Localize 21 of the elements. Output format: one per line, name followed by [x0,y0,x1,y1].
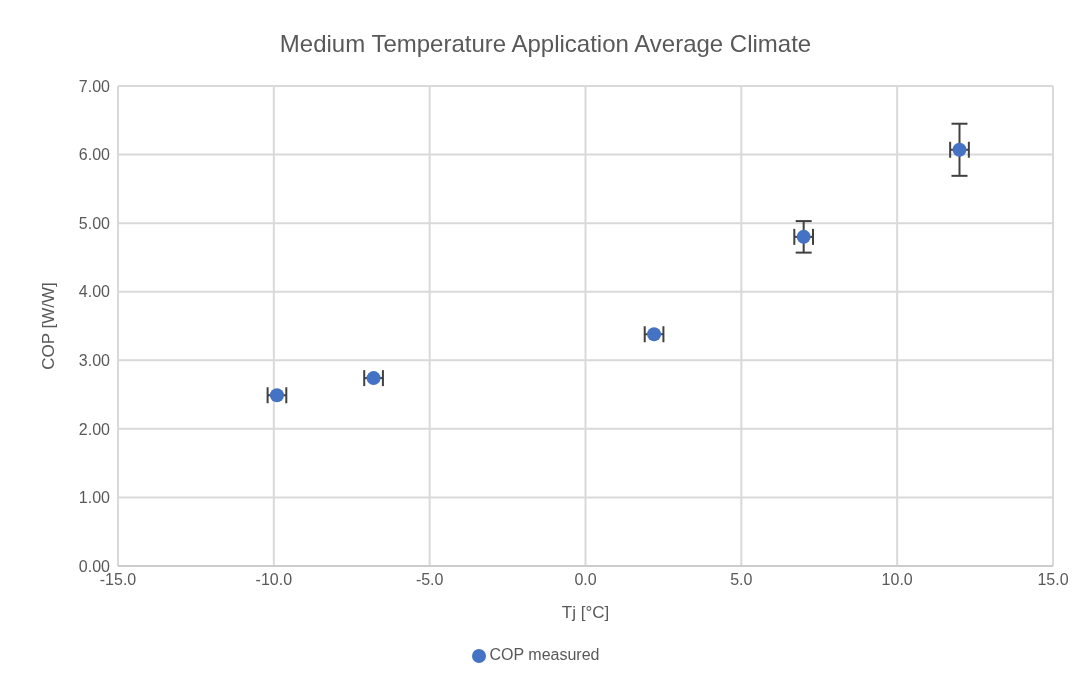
legend-label: COP measured [489,646,600,663]
x-tick-label: 15.0 [1037,571,1069,589]
y-tick-label: 6.00 [78,146,111,164]
point [269,388,284,403]
x-tick-label: -15.0 [99,571,137,589]
y-axis-title: COP [W/W] [39,282,59,370]
y-tick-label: 3.00 [78,351,111,369]
y-tick-label: 4.00 [78,283,111,301]
x-axis-title: Tj [°C] [561,603,610,622]
x-tick-label: 5.0 [730,571,753,589]
y-tick-label: 2.00 [78,420,111,438]
x-tick-label: 0.0 [574,571,597,589]
chart-title: Medium Temperature Application Average Climate [278,29,813,59]
x-tick-label: 10.0 [881,571,913,589]
x-tick-label: -10.0 [255,571,293,589]
x-tick-label: -5.0 [415,571,444,589]
y-tick-label: 5.00 [78,214,111,232]
point [647,327,662,342]
y-tick-label: 7.00 [78,77,111,95]
point [796,229,811,244]
y-tick-label: 1.00 [78,489,111,507]
